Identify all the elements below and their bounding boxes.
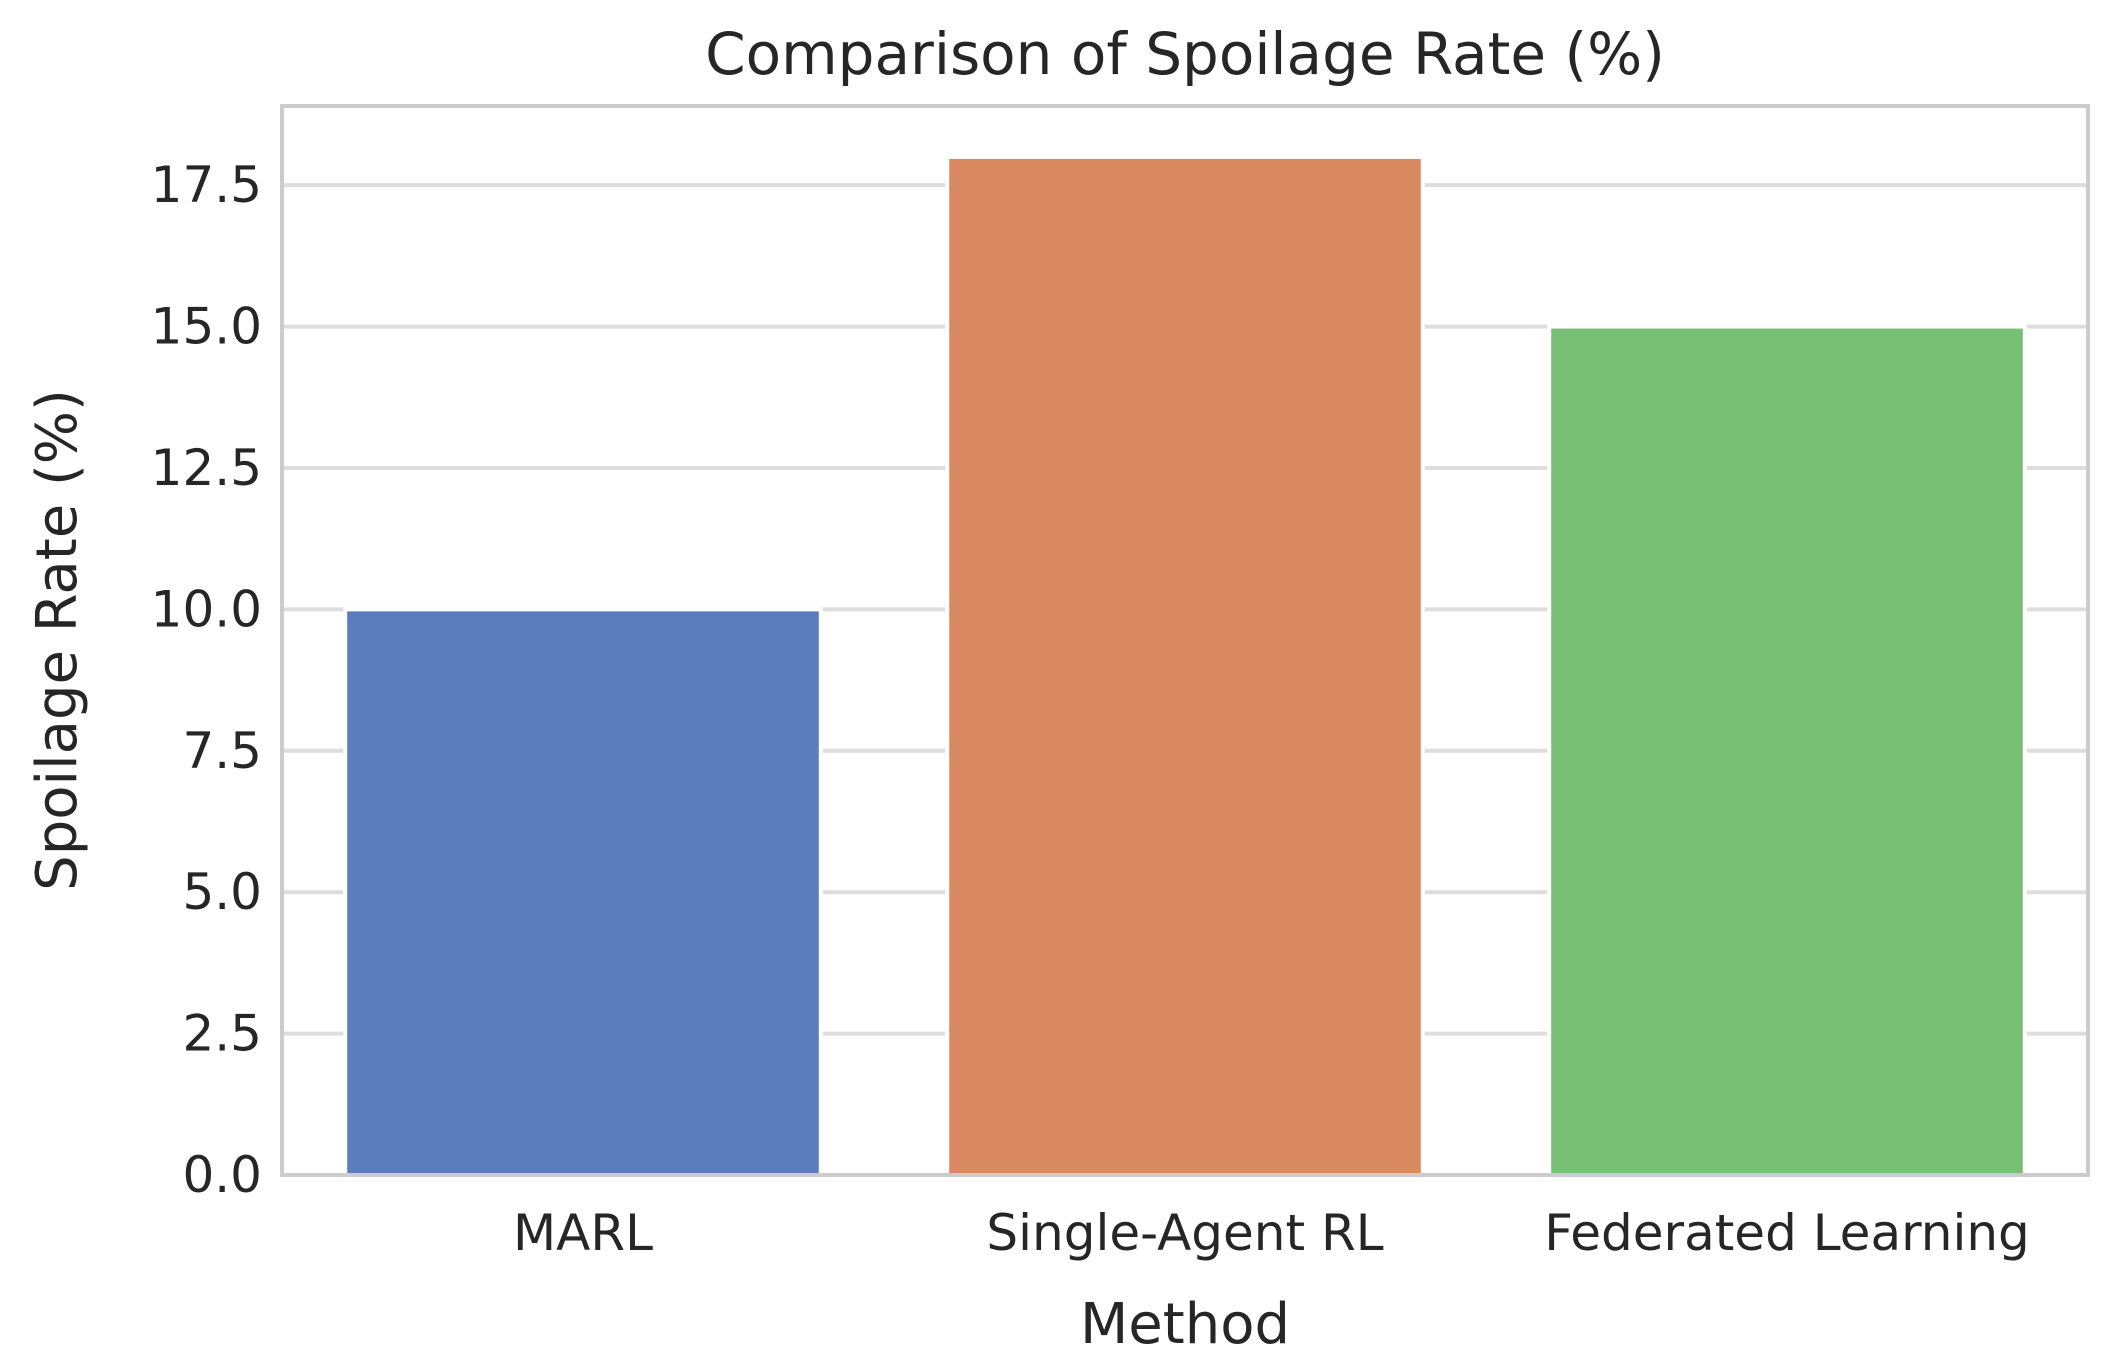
y-tick-label: 0.0 [182, 1146, 262, 1204]
chart-title: Comparison of Spoilage Rate (%) [705, 20, 1665, 88]
plot-frame [280, 104, 2090, 1177]
bar-marl [343, 607, 823, 1177]
bar-single-agent-rl [945, 154, 1425, 1177]
y-tick-label: 15.0 [151, 298, 262, 356]
x-tick-label: Federated Learning [1544, 1204, 2030, 1262]
x-tick-labels: MARL Single-Agent RL Federated Learning [513, 1204, 2030, 1262]
y-tick-label: 5.0 [182, 863, 262, 921]
y-tick-label: 2.5 [182, 1005, 262, 1063]
x-tick-label: MARL [513, 1204, 653, 1262]
x-tick-label: Single-Agent RL [986, 1204, 1383, 1262]
x-axis-label: Method [1080, 1292, 1290, 1357]
y-tick-label: 17.5 [151, 156, 262, 214]
bar-federated-learning [1547, 324, 2027, 1178]
y-axis-label: Spoilage Rate (%) [25, 389, 90, 891]
y-tick-label: 10.0 [151, 580, 262, 638]
y-tick-label: 12.5 [151, 439, 262, 497]
y-tick-label: 7.5 [182, 722, 262, 780]
bars [343, 154, 2027, 1178]
y-tick-labels: 0.0 2.5 5.0 7.5 10.0 12.5 15.0 17.5 [151, 156, 262, 1204]
